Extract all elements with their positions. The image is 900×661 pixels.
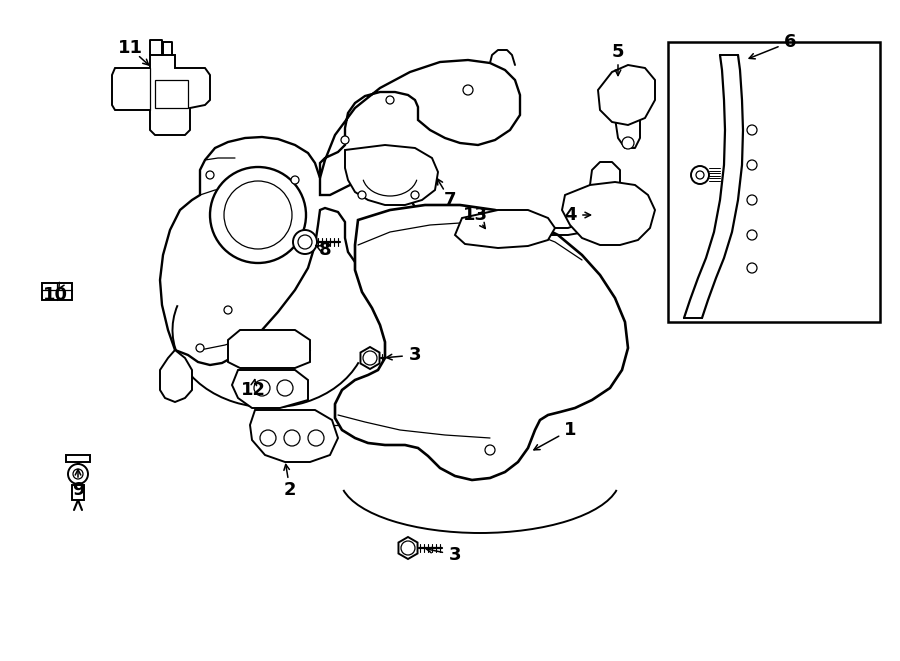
- Circle shape: [291, 176, 299, 184]
- Text: 10: 10: [42, 286, 68, 304]
- Circle shape: [401, 541, 415, 555]
- Text: 3: 3: [449, 546, 461, 564]
- Text: 6: 6: [784, 33, 796, 51]
- Circle shape: [691, 166, 709, 184]
- Circle shape: [613, 206, 631, 224]
- Polygon shape: [66, 455, 90, 462]
- Text: 11: 11: [118, 39, 142, 57]
- Circle shape: [747, 160, 757, 170]
- Text: 9: 9: [72, 481, 85, 499]
- Circle shape: [206, 171, 214, 179]
- Circle shape: [210, 167, 306, 263]
- Text: 3: 3: [409, 346, 421, 364]
- Circle shape: [341, 136, 349, 144]
- Text: 7: 7: [444, 191, 456, 209]
- Polygon shape: [155, 80, 188, 108]
- Polygon shape: [562, 182, 655, 245]
- Polygon shape: [335, 205, 628, 480]
- Text: 2: 2: [284, 481, 296, 499]
- Circle shape: [485, 445, 495, 455]
- Circle shape: [747, 125, 757, 135]
- Polygon shape: [42, 283, 72, 300]
- Polygon shape: [160, 350, 192, 402]
- Polygon shape: [232, 370, 308, 408]
- Circle shape: [277, 380, 293, 396]
- Circle shape: [68, 464, 88, 484]
- Bar: [668, 42, 880, 322]
- Polygon shape: [250, 410, 338, 462]
- Circle shape: [588, 206, 606, 224]
- Polygon shape: [598, 65, 655, 125]
- Polygon shape: [160, 137, 418, 365]
- Polygon shape: [112, 55, 210, 135]
- Text: 13: 13: [463, 206, 488, 224]
- Circle shape: [284, 430, 300, 446]
- Polygon shape: [320, 60, 520, 178]
- Circle shape: [363, 351, 377, 365]
- Text: 4: 4: [563, 206, 576, 224]
- Circle shape: [619, 86, 637, 104]
- Circle shape: [747, 263, 757, 273]
- Polygon shape: [455, 210, 555, 248]
- Text: 1: 1: [563, 421, 576, 439]
- Circle shape: [260, 430, 276, 446]
- Circle shape: [73, 469, 83, 479]
- Circle shape: [622, 137, 634, 149]
- Text: 5: 5: [612, 43, 625, 61]
- Circle shape: [386, 96, 394, 104]
- Circle shape: [254, 380, 270, 396]
- Circle shape: [696, 171, 704, 179]
- Circle shape: [196, 344, 204, 352]
- Circle shape: [411, 191, 419, 199]
- Circle shape: [293, 230, 317, 254]
- Circle shape: [308, 430, 324, 446]
- Circle shape: [298, 235, 312, 249]
- Polygon shape: [228, 330, 310, 368]
- Polygon shape: [345, 145, 438, 205]
- Circle shape: [747, 230, 757, 240]
- Circle shape: [224, 306, 232, 314]
- Text: 12: 12: [240, 381, 266, 399]
- Circle shape: [463, 85, 473, 95]
- Circle shape: [747, 195, 757, 205]
- Polygon shape: [72, 485, 84, 500]
- Circle shape: [358, 191, 366, 199]
- Text: 8: 8: [319, 241, 331, 259]
